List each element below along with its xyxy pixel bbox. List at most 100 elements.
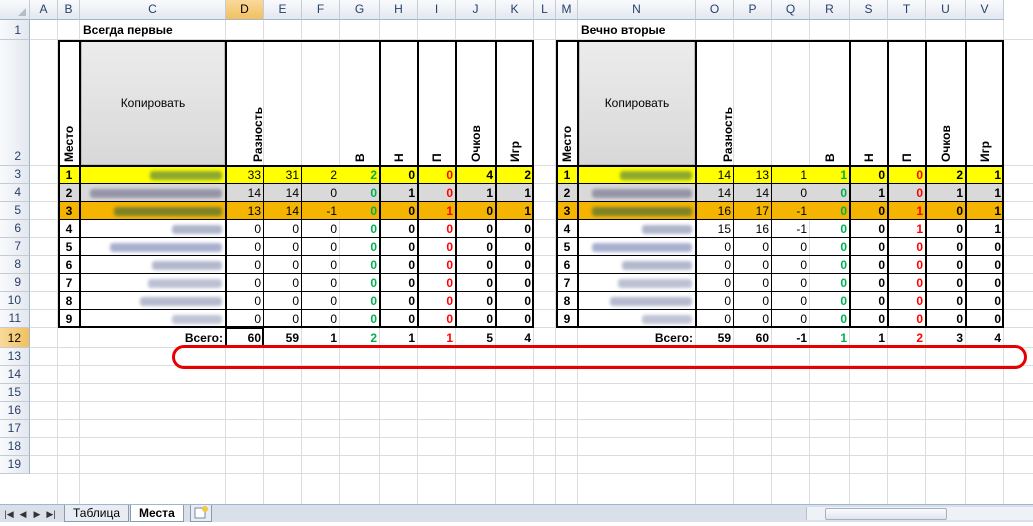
stat-cell-j[interactable]: 0 xyxy=(486,222,493,236)
stat-cell-e[interactable]: 0 xyxy=(762,276,769,290)
stat-cell-f[interactable]: 0 xyxy=(330,312,337,326)
stat-cell-h[interactable]: 0 xyxy=(408,258,415,272)
stat-cell-d[interactable]: 0 xyxy=(254,258,261,272)
total-cell-d[interactable]: 59 xyxy=(717,331,731,345)
stat-cell-e[interactable]: 16 xyxy=(755,222,769,236)
stat-cell-d[interactable]: 0 xyxy=(724,240,731,254)
team-name-redacted[interactable] xyxy=(642,315,692,324)
column-header-r[interactable]: R xyxy=(810,0,850,20)
stat-cell-e[interactable]: 31 xyxy=(285,168,299,182)
stat-cell-f[interactable]: 1 xyxy=(800,168,807,182)
place-cell[interactable]: 6 xyxy=(65,258,73,272)
stat-cell-g[interactable]: 0 xyxy=(370,258,377,272)
total-cell-j[interactable]: 3 xyxy=(956,331,963,345)
column-header-o[interactable]: O xyxy=(696,0,734,20)
total-cell-g[interactable]: 2 xyxy=(370,331,377,345)
stat-cell-i[interactable]: 0 xyxy=(446,294,453,308)
row-header-15[interactable]: 15 xyxy=(0,384,30,402)
stat-cell-h[interactable]: 0 xyxy=(408,204,415,218)
total-cell-e[interactable]: 59 xyxy=(285,331,299,345)
column-header-c[interactable]: C xyxy=(80,0,226,20)
stat-cell-g[interactable]: 0 xyxy=(370,312,377,326)
next-sheet-icon[interactable]: ▶ xyxy=(33,509,41,519)
stat-cell-k[interactable]: 1 xyxy=(994,168,1001,182)
stat-cell-g[interactable]: 0 xyxy=(370,294,377,308)
stat-cell-d[interactable]: 14 xyxy=(717,186,731,200)
team-name-redacted[interactable] xyxy=(622,261,692,270)
place-cell[interactable]: 4 xyxy=(65,222,73,236)
stat-cell-d[interactable]: 0 xyxy=(724,294,731,308)
stat-cell-g[interactable]: 2 xyxy=(370,168,377,182)
team-name-redacted[interactable] xyxy=(592,207,692,216)
row-header-11[interactable]: 11 xyxy=(0,310,30,328)
place-cell[interactable]: 7 xyxy=(563,276,571,290)
row-header-19[interactable]: 19 xyxy=(0,456,30,474)
stat-cell-h[interactable]: 0 xyxy=(878,258,885,272)
stat-cell-h[interactable]: 0 xyxy=(878,312,885,326)
column-header-i[interactable]: I xyxy=(418,0,456,20)
stat-cell-d[interactable]: 0 xyxy=(254,240,261,254)
team-name-redacted[interactable] xyxy=(620,171,692,180)
stat-cell-d[interactable]: 14 xyxy=(717,168,731,182)
stat-cell-k[interactable]: 1 xyxy=(524,186,531,200)
row-header-18[interactable]: 18 xyxy=(0,438,30,456)
stat-cell-i[interactable]: 0 xyxy=(916,186,923,200)
last-sheet-icon[interactable]: ▶| xyxy=(46,509,56,519)
stat-cell-i[interactable]: 0 xyxy=(446,186,453,200)
stat-cell-f[interactable]: 0 xyxy=(800,276,807,290)
team-name-redacted[interactable] xyxy=(618,279,692,288)
total-cell-f[interactable]: -1 xyxy=(796,331,807,345)
column-header-g[interactable]: G xyxy=(340,0,380,20)
place-cell[interactable]: 9 xyxy=(65,312,73,326)
stat-cell-j[interactable]: 1 xyxy=(486,186,493,200)
stat-cell-d[interactable]: 14 xyxy=(247,186,261,200)
place-cell[interactable]: 3 xyxy=(65,204,73,218)
stat-cell-k[interactable]: 0 xyxy=(524,240,531,254)
stat-cell-e[interactable]: 17 xyxy=(755,204,769,218)
row-header-12[interactable]: 12 xyxy=(0,328,30,348)
column-header-b[interactable]: B xyxy=(58,0,80,20)
stat-cell-j[interactable]: 0 xyxy=(486,204,493,218)
column-header-e[interactable]: E xyxy=(264,0,302,20)
column-header-s[interactable]: S xyxy=(850,0,888,20)
stat-cell-f[interactable]: 0 xyxy=(330,258,337,272)
stat-cell-k[interactable]: 0 xyxy=(524,258,531,272)
select-all-corner[interactable] xyxy=(0,0,30,20)
stat-cell-j[interactable]: 0 xyxy=(956,276,963,290)
stat-cell-h[interactable]: 0 xyxy=(408,312,415,326)
column-header-l[interactable]: L xyxy=(534,0,556,20)
row-header-7[interactable]: 7 xyxy=(0,238,30,256)
stat-cell-k[interactable]: 0 xyxy=(524,312,531,326)
stat-cell-j[interactable]: 0 xyxy=(486,312,493,326)
stat-cell-j[interactable]: 0 xyxy=(956,222,963,236)
horizontal-scrollbar[interactable] xyxy=(806,507,1033,520)
stat-cell-e[interactable]: 13 xyxy=(755,168,769,182)
row-header-3[interactable]: 3 xyxy=(0,166,30,184)
column-header-n[interactable]: N xyxy=(578,0,696,20)
column-header-a[interactable]: A xyxy=(30,0,58,20)
stat-cell-f[interactable]: 0 xyxy=(800,258,807,272)
stat-cell-h[interactable]: 1 xyxy=(878,186,885,200)
row-header-5[interactable]: 5 xyxy=(0,202,30,220)
stat-cell-f[interactable]: 0 xyxy=(330,222,337,236)
stat-cell-f[interactable]: 0 xyxy=(800,312,807,326)
row-header-1[interactable]: 1 xyxy=(0,20,30,40)
stat-cell-k[interactable]: 0 xyxy=(994,276,1001,290)
stat-cell-i[interactable]: 0 xyxy=(446,276,453,290)
column-header-k[interactable]: K xyxy=(496,0,534,20)
stat-cell-e[interactable]: 0 xyxy=(292,276,299,290)
total-cell-i[interactable]: 2 xyxy=(916,331,923,345)
stat-cell-g[interactable]: 0 xyxy=(370,276,377,290)
row-header-9[interactable]: 9 xyxy=(0,274,30,292)
column-header-d[interactable]: D xyxy=(226,0,264,20)
stat-cell-e[interactable]: 14 xyxy=(285,204,299,218)
stat-cell-d[interactable]: 33 xyxy=(247,168,261,182)
stat-cell-f[interactable]: 0 xyxy=(330,276,337,290)
row-header-17[interactable]: 17 xyxy=(0,420,30,438)
team-name-redacted[interactable] xyxy=(592,243,692,252)
column-header-p[interactable]: P xyxy=(734,0,772,20)
stat-cell-g[interactable]: 0 xyxy=(840,276,847,290)
stat-cell-j[interactable]: 0 xyxy=(956,204,963,218)
stat-cell-h[interactable]: 0 xyxy=(408,294,415,308)
stat-cell-k[interactable]: 0 xyxy=(994,294,1001,308)
